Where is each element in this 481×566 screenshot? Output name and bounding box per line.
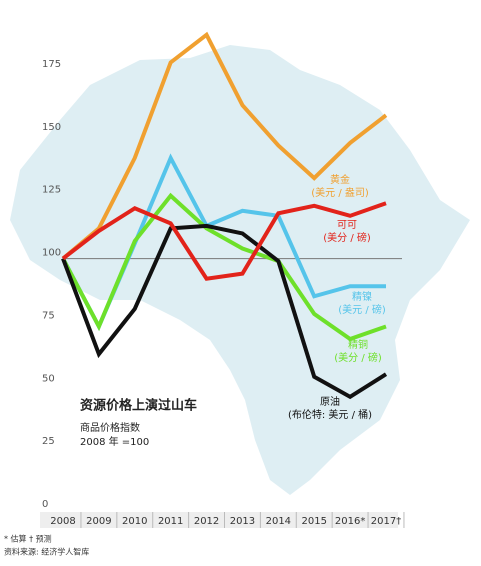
series-unit: (美元 / 磅) bbox=[338, 303, 386, 316]
y-tick-label: 25 bbox=[42, 436, 55, 447]
y-tick-label: 175 bbox=[42, 59, 61, 70]
series-label: 黄金 bbox=[330, 173, 350, 186]
subtitle: 商品价格指数 bbox=[80, 421, 140, 434]
series-label: 原油 bbox=[320, 395, 340, 408]
series-label: 可可 bbox=[337, 220, 357, 231]
y-tick-label: 150 bbox=[42, 122, 61, 133]
x-axis-band bbox=[40, 512, 398, 528]
series-line bbox=[61, 192, 387, 342]
map-background bbox=[10, 45, 470, 495]
x-tick-label: 2015 bbox=[301, 516, 326, 527]
y-tick-label: 125 bbox=[42, 185, 61, 196]
x-tick-label: 2014 bbox=[266, 516, 291, 527]
footnote: * 估算 † 预测 bbox=[4, 534, 52, 544]
x-tick-label: 2009 bbox=[86, 516, 111, 527]
series-line bbox=[61, 201, 387, 281]
x-tick-label: 2013 bbox=[230, 516, 255, 527]
y-tick-label: 100 bbox=[42, 248, 61, 259]
x-tick-label: 2011 bbox=[158, 516, 183, 527]
base-note: 2008 年 =100 bbox=[80, 435, 149, 448]
x-tick-label: 2017† bbox=[371, 516, 401, 527]
series-line bbox=[61, 31, 388, 261]
series-label: 精镍 bbox=[352, 290, 372, 303]
x-tick-label: 2012 bbox=[194, 516, 219, 527]
chart-title: 资源价格上演过山车 bbox=[80, 398, 197, 414]
series-unit: (美元 / 盎司) bbox=[311, 186, 369, 199]
x-tick-label: 2008 bbox=[50, 516, 75, 527]
y-tick-label: 50 bbox=[42, 373, 55, 384]
x-tick-label: 2016* bbox=[335, 516, 365, 527]
y-tick-label: 0 bbox=[42, 499, 48, 510]
series-unit: (布伦特: 美元 / 桶) bbox=[288, 408, 372, 421]
source: 资料来源: 经济学人智库 bbox=[4, 547, 89, 557]
series-line bbox=[61, 223, 388, 400]
y-tick-label: 75 bbox=[42, 310, 55, 321]
x-tick-label: 2010 bbox=[122, 516, 147, 527]
series-unit: (美分 / 磅) bbox=[334, 351, 382, 364]
series-label: 精铜 bbox=[348, 338, 368, 351]
series-unit: (美分 / 磅) bbox=[323, 231, 371, 244]
